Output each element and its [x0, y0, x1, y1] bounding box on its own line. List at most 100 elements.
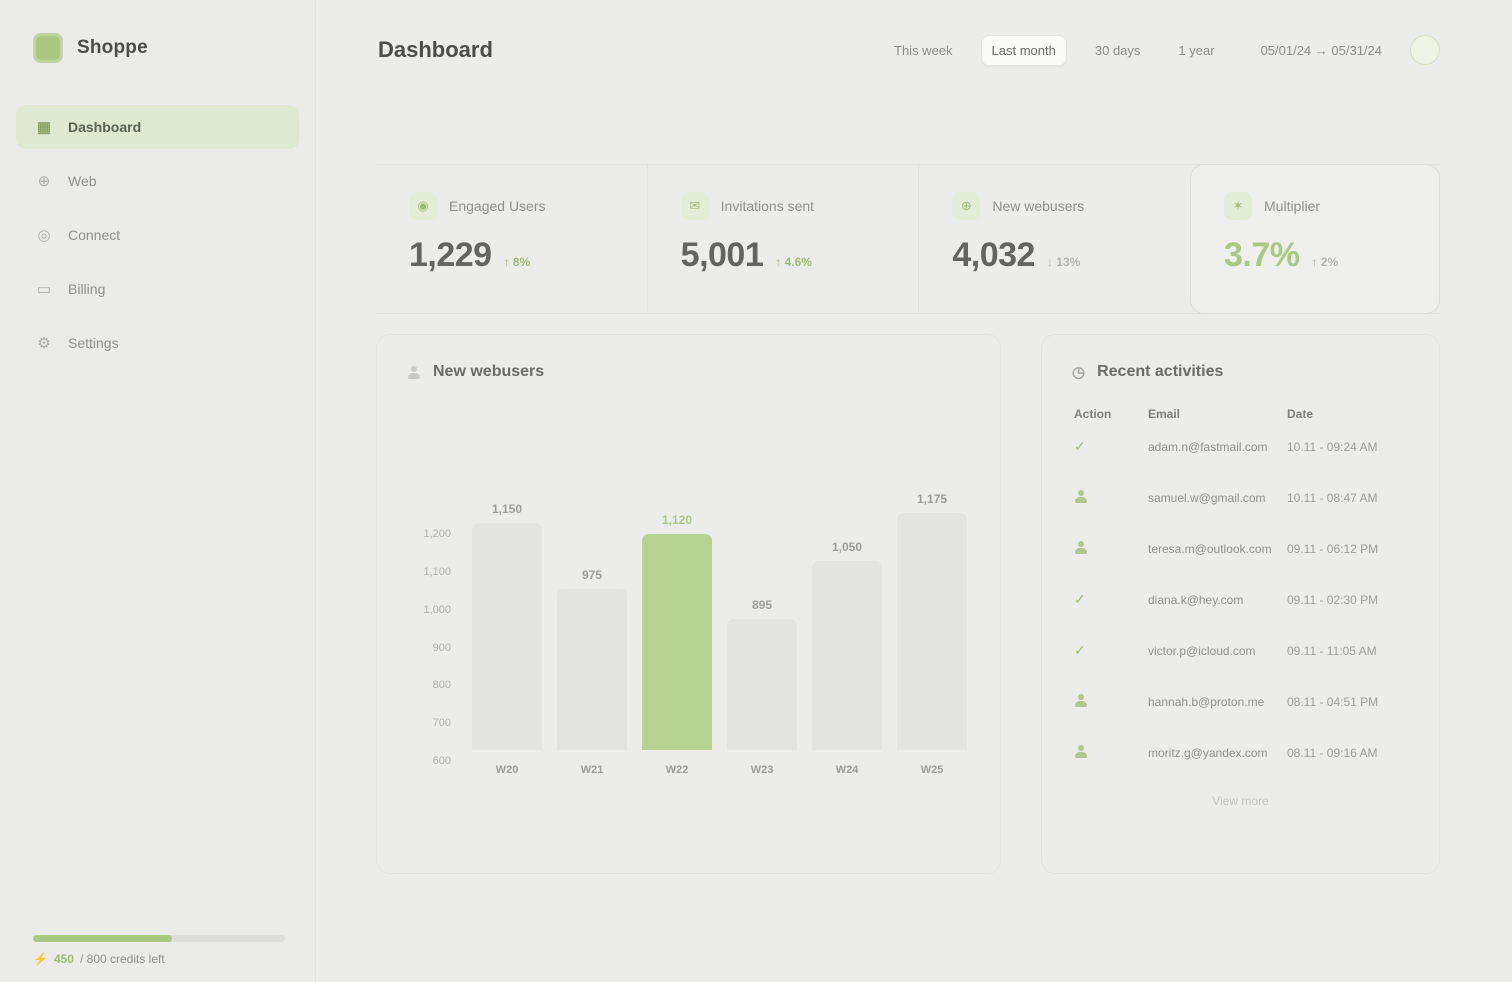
bar-column: 895: [726, 455, 798, 750]
stat-card-value: 4,032: [952, 236, 1035, 274]
col-date: Date: [1287, 407, 1314, 421]
stat-card-body: 1,229 ↑ 8%: [409, 236, 647, 275]
activity-date: 10.11 - 08:47 AM: [1287, 490, 1378, 505]
activities-table-header: Action Email Date: [1072, 407, 1409, 421]
x-tick-label: W22: [665, 764, 689, 776]
activity-row[interactable]: moritz.g@yandex.com 08.11 - 09:16 AM: [1072, 727, 1409, 778]
bar-W25: [897, 513, 967, 750]
date-range-picker[interactable]: 05/01/24 → 05/31/24: [1260, 42, 1382, 58]
stat-card-body: 3.7% ↑ 2%: [1224, 236, 1439, 275]
filter-last-month[interactable]: Last month: [980, 34, 1067, 66]
activities-rows: ✓ adam.n@fastmail.com 10.11 - 09:24 AM samu…: [1072, 421, 1409, 778]
bar-value-label: 1,120: [661, 513, 693, 527]
activity-row[interactable]: samuel.w@gmail.com 10.11 - 08:47 AM: [1072, 472, 1409, 523]
bar-column: 975: [556, 455, 628, 750]
stat-card-label: Multiplier: [1264, 198, 1321, 214]
bar-column: 1,175: [896, 455, 968, 750]
stat-card-head: ◉ Engaged Users: [409, 192, 647, 220]
chart-bars: 1,150 975 1,120 895 1,050 1,175: [469, 455, 970, 750]
view-more-link[interactable]: View more: [1212, 794, 1269, 808]
chart-y-axis: 1,200 1,100 1,000 900 800 700 600: [407, 485, 469, 767]
stat-card-multiplier: ✶ Multiplier 3.7% ↑ 2%: [1190, 164, 1441, 314]
users-icon: ◉: [409, 192, 437, 220]
sidebar-item-settings[interactable]: ⚙ Settings: [16, 321, 299, 365]
person-icon: [1074, 693, 1148, 710]
stat-card-delta: ↑ 2%: [1311, 255, 1339, 269]
filter-30-days[interactable]: 30 days: [1094, 42, 1141, 58]
usage-text: ⚡ 450 / 800 credits left: [33, 952, 285, 966]
activity-date: 08.11 - 04:51 PM: [1287, 694, 1379, 709]
person-icon: [1074, 540, 1148, 557]
person-glyph: [1074, 489, 1088, 503]
activity-email: samuel.w@gmail.com: [1148, 490, 1266, 505]
sidebar-item-web[interactable]: ⊕ Web: [16, 159, 299, 203]
y-tick-label: 800: [432, 679, 451, 692]
spark-icon: ✶: [1224, 192, 1253, 220]
stat-card-body: 4,032 ↓ 13%: [952, 236, 1190, 275]
bar-W23: [727, 619, 797, 750]
y-tick-label: 700: [432, 717, 451, 730]
usage-progress-bar: [33, 935, 285, 942]
sidebar-nav: ▦ Dashboard ⊕ Web ◎ Connect ▭ Billing ⚙ Settings: [0, 105, 315, 375]
stat-card-value: 1,229: [409, 236, 492, 274]
main-area: Dashboard This week Last month 30 days 1 ye…: [316, 0, 1512, 982]
activity-row[interactable]: teresa.m@outlook.com 09.11 - 06:12 PM: [1072, 523, 1409, 574]
x-tick-label: W20: [495, 764, 519, 776]
activity-email: diana.k@hey.com: [1148, 592, 1244, 607]
sidebar-item-label: Dashboard: [68, 119, 142, 135]
credits-used: 450: [53, 952, 74, 966]
sidebar-item-label: Web: [68, 173, 97, 189]
x-tick-label: W24: [835, 764, 859, 776]
bar-W24: [812, 561, 882, 750]
target-icon: ◎: [37, 227, 51, 244]
filter-this-week[interactable]: This week: [894, 42, 953, 58]
globe-icon: ⊕: [37, 173, 51, 190]
chart-panel: New webusers 1,200 1,100 1,000 900 800 700 600…: [376, 334, 1001, 874]
usage-meter: ⚡ 450 / 800 credits left: [33, 935, 285, 966]
activities-table: Action Email Date ✓ adam.n@fastmail.com 10…: [1072, 407, 1409, 778]
activities-title-row: ◷ Recent activities: [1072, 363, 1409, 381]
stat-card-value: 3.7%: [1224, 236, 1300, 274]
activity-row[interactable]: hannah.b@proton.me 08.11 - 04:51 PM: [1072, 676, 1409, 727]
credits-remaining: / 800 credits left: [79, 952, 165, 966]
bolt-icon: ⚡: [33, 952, 48, 966]
page-title: Dashboard: [378, 37, 493, 62]
avatar[interactable]: [1410, 35, 1440, 65]
activities-title: Recent activities: [1097, 363, 1224, 380]
activity-row[interactable]: ✓ diana.k@hey.com 09.11 - 02:30 PM: [1072, 574, 1409, 625]
content: ◉ Engaged Users 1,229 ↑ 8% ✉ Invitations sent…: [316, 100, 1512, 874]
sidebar-item-dashboard[interactable]: ▦ Dashboard: [16, 105, 299, 149]
y-tick-label: 1,100: [423, 565, 451, 578]
activity-email: adam.n@fastmail.com: [1148, 439, 1268, 454]
sidebar-item-billing[interactable]: ▭ Billing: [16, 267, 299, 311]
stat-card-value: 5,001: [680, 236, 764, 274]
col-email: Email: [1148, 407, 1181, 421]
header: Dashboard This week Last month 30 days 1 ye…: [316, 0, 1512, 100]
chart-title-row: New webusers: [407, 363, 970, 381]
card-icon: ▭: [36, 281, 52, 298]
activities-panel: ◷ Recent activities Action Email Date ✓ a…: [1041, 334, 1440, 874]
y-tick-label: 900: [432, 641, 451, 654]
bar-column: 1,150: [471, 455, 543, 750]
person-glyph: [1074, 744, 1088, 758]
activity-email: victor.p@icloud.com: [1148, 643, 1256, 658]
sidebar-item-label: Billing: [68, 281, 106, 297]
bar-value-label: 895: [751, 598, 773, 612]
stat-card-delta: ↑ 4.6%: [775, 255, 812, 269]
activity-email: moritz.g@yandex.com: [1148, 745, 1268, 760]
filter-1-year[interactable]: 1 year: [1178, 42, 1215, 58]
stat-card-new-webusers: ⊕ New webusers 4,032 ↓ 13%: [918, 165, 1190, 313]
sidebar: Shoppe ▦ Dashboard ⊕ Web ◎ Connect ▭ Billing ⚙ Se…: [0, 0, 316, 982]
x-tick-label: W25: [920, 764, 944, 776]
logo-icon: [33, 33, 63, 63]
sidebar-item-connect[interactable]: ◎ Connect: [16, 213, 299, 257]
sidebar-item-label: Connect: [68, 227, 121, 243]
check-icon: ✓: [1074, 591, 1086, 607]
activity-row[interactable]: ✓ victor.p@icloud.com 09.11 - 11:05 AM: [1072, 625, 1409, 676]
user-icon: [407, 365, 421, 379]
clock-icon: ◷: [1072, 364, 1086, 381]
sidebar-item-label: Settings: [68, 335, 119, 351]
chart-title: New webusers: [433, 363, 545, 380]
stat-card-head: ✶ Multiplier: [1224, 192, 1439, 220]
activity-row[interactable]: ✓ adam.n@fastmail.com 10.11 - 09:24 AM: [1072, 421, 1409, 472]
